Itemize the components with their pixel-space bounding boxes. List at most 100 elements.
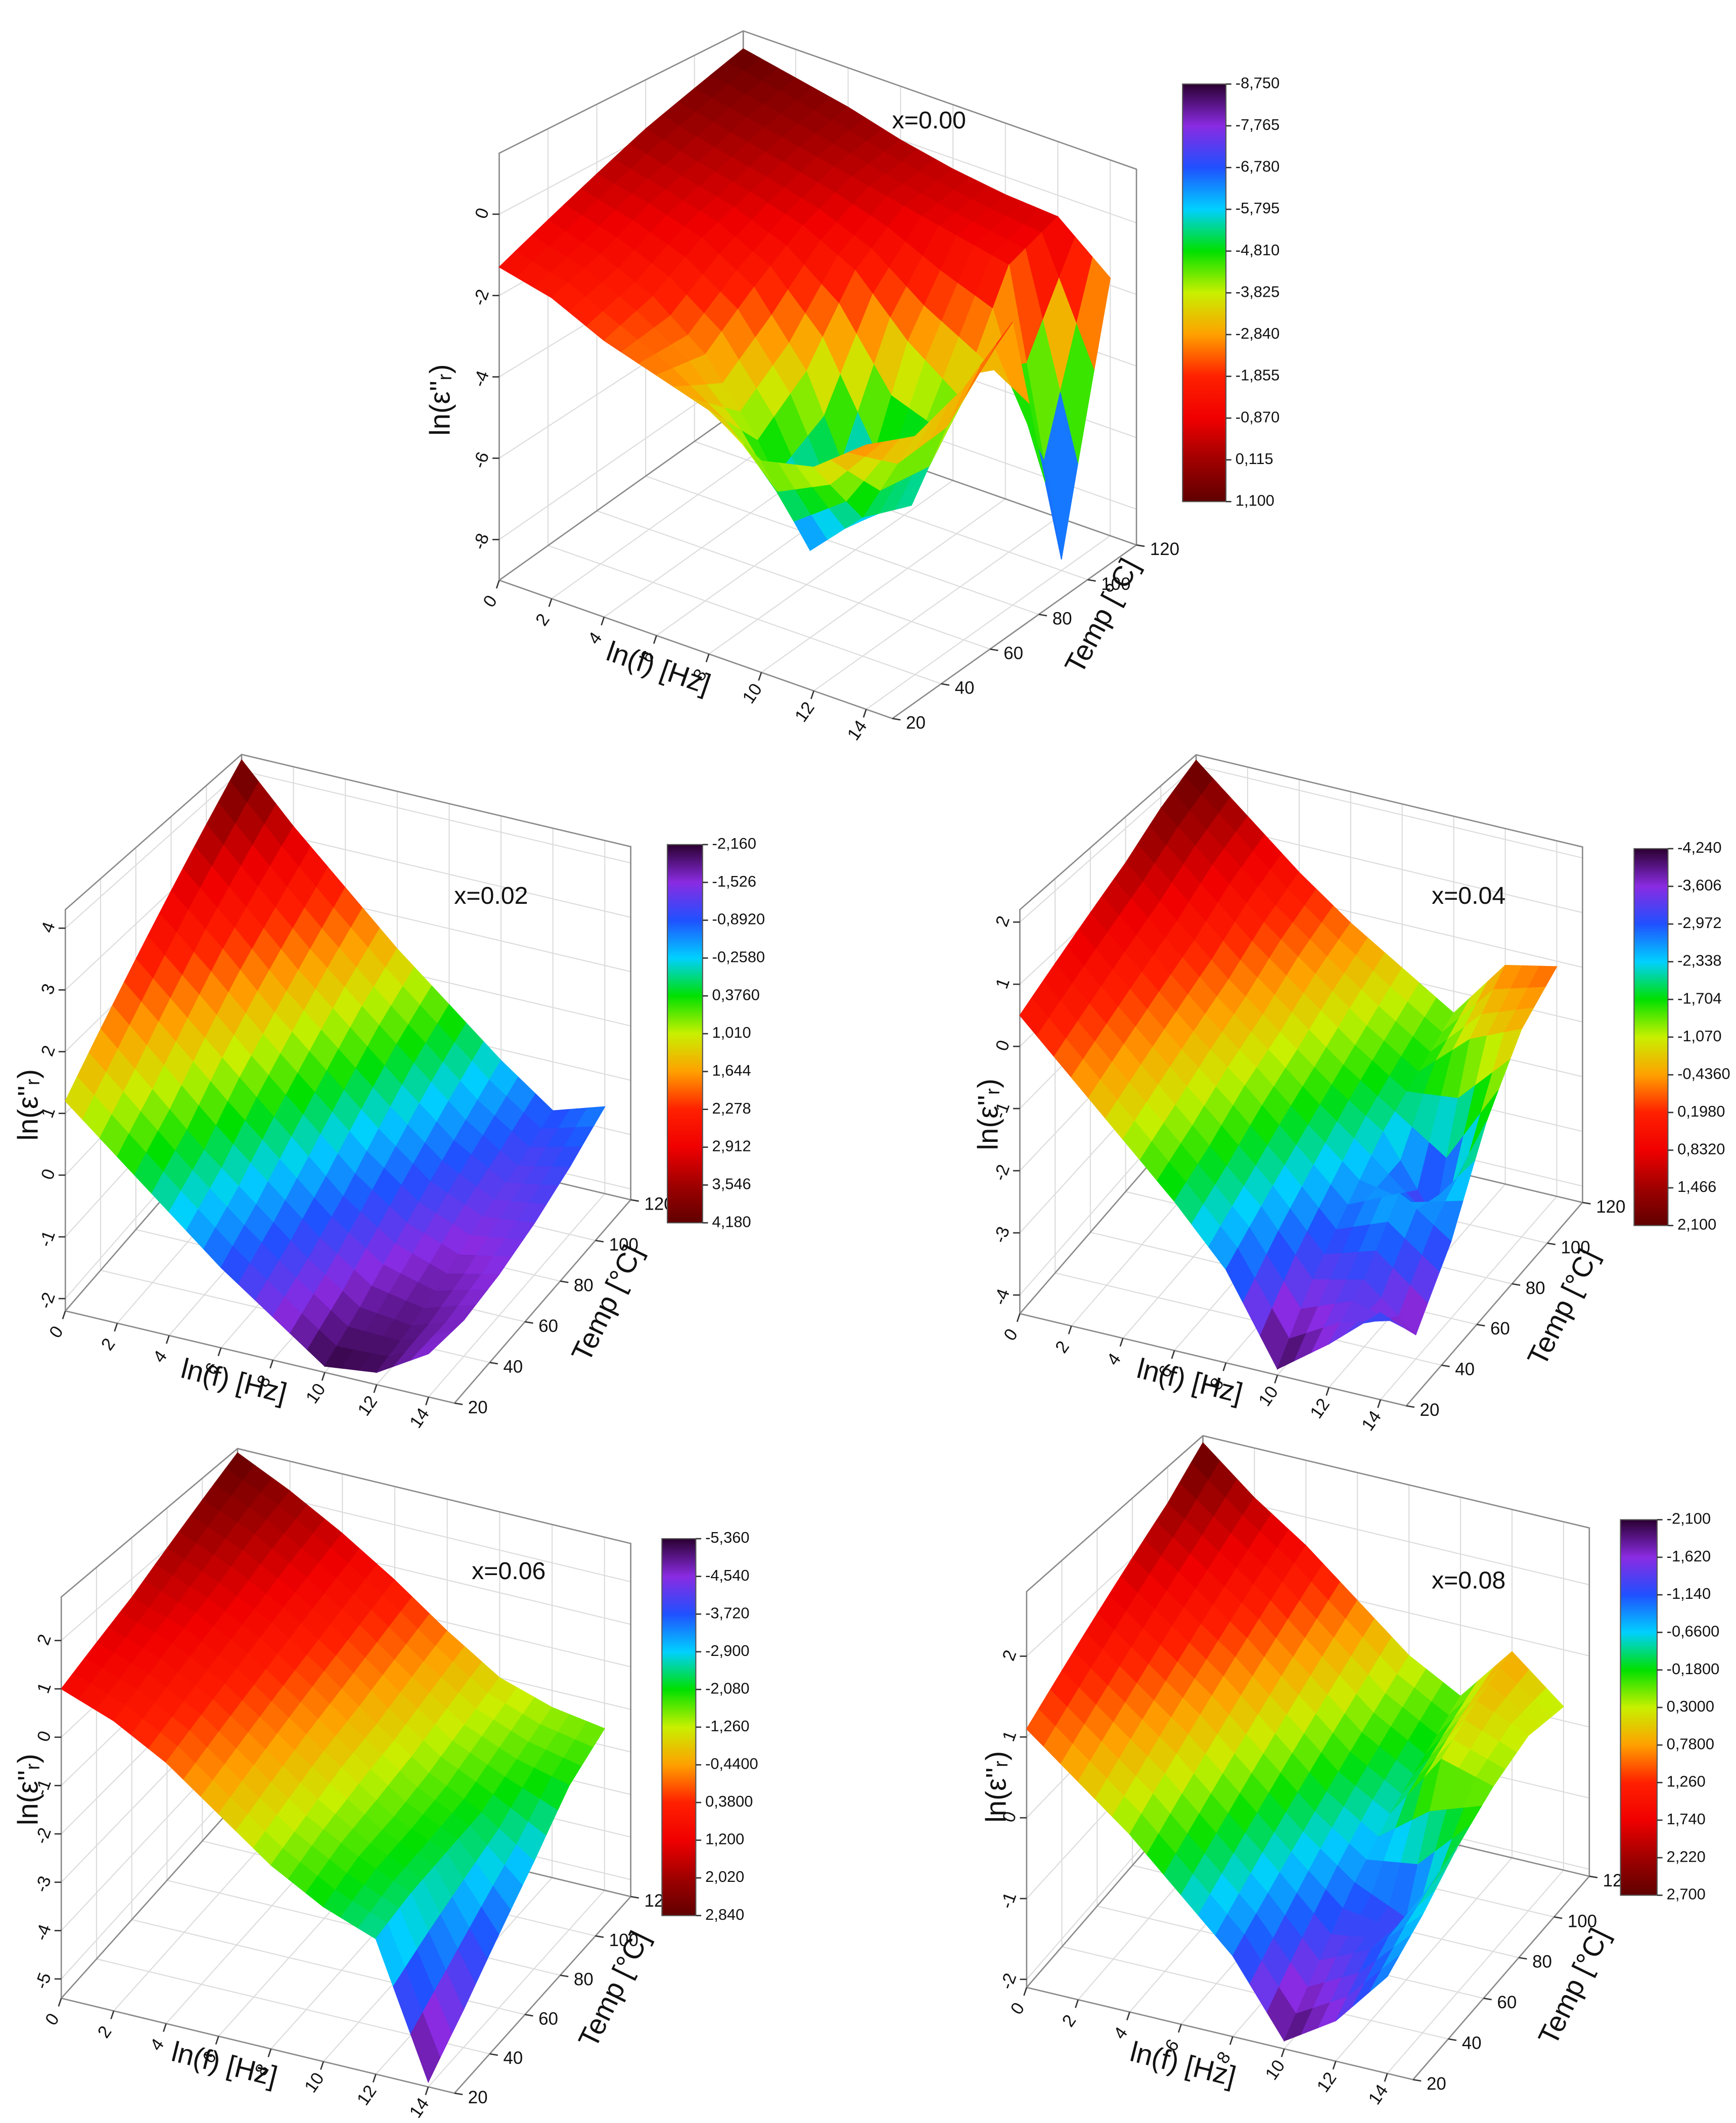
- x-tick: [165, 1335, 170, 1344]
- colorbar-tick-label: -2,338: [1677, 952, 1721, 970]
- x-tick: [320, 2061, 325, 2070]
- x-tick: [215, 2036, 219, 2045]
- colorbar: [661, 1538, 697, 1916]
- colorbar-tick-label: 1,260: [1667, 1773, 1706, 1790]
- y-tick: [525, 2014, 533, 2017]
- z-axis-title: ln(ε''ᵣ): [424, 364, 456, 435]
- x-tick-label: 14: [406, 1404, 433, 1432]
- colorbar-tick-label: -1,070: [1677, 1027, 1721, 1045]
- colorbar-tick-label: -5,360: [705, 1529, 749, 1546]
- colorbar-tick-label: -3,825: [1236, 283, 1280, 300]
- y-axis-title: Temp [°C]: [1521, 1244, 1605, 1370]
- x-tick: [1023, 1987, 1028, 1996]
- y-tick: [454, 2092, 463, 2096]
- colorbar-tick-label: -1,526: [712, 872, 756, 890]
- x-tick-label: 4: [1103, 1350, 1125, 1369]
- x-tick: [862, 709, 867, 718]
- colorbar-tick-label: -2,100: [1667, 1510, 1711, 1528]
- colorbar-tick-label: -7,765: [1236, 116, 1280, 133]
- y-tick: [1136, 544, 1145, 547]
- colorbar-tick-label: -2,972: [1677, 914, 1721, 932]
- colorbar-tick-label: 2,220: [1667, 1848, 1706, 1865]
- annotation: x=0.02: [454, 882, 528, 909]
- x-tick: [1126, 2012, 1130, 2020]
- x-tick-label: 2: [97, 1334, 119, 1354]
- y-tick-label: 80: [1526, 1278, 1545, 1298]
- x-tick-label: 14: [1364, 2081, 1392, 2108]
- z-tick-label: -4: [990, 1286, 1014, 1307]
- colorbar-tick-label: 1,466: [1677, 1178, 1716, 1195]
- y-axis-title: Temp [°C]: [565, 1240, 649, 1366]
- x-tick: [267, 2048, 272, 2057]
- y-tick-label: 100: [1101, 574, 1130, 594]
- x-tick-label: 12: [354, 1392, 381, 1419]
- y-tick-label: 20: [468, 2088, 488, 2107]
- x-tick: [58, 1998, 62, 2007]
- y-tick: [1038, 614, 1047, 617]
- colorbar-tick-label: 1,010: [712, 1024, 751, 1041]
- x-tick: [1222, 1362, 1227, 1371]
- x-axis-title: ln(f) [Hz]: [168, 2036, 281, 2093]
- x-tick: [705, 654, 710, 663]
- x-tick-label: 14: [405, 2094, 433, 2121]
- x-tick: [1281, 2048, 1285, 2057]
- y-tick-label: 40: [955, 678, 975, 698]
- z-tick-label: -3: [990, 1224, 1014, 1245]
- x-tick-label: 0: [1007, 1999, 1028, 2018]
- y-tick: [630, 1199, 639, 1202]
- colorbar-tick-label: 2,100: [1677, 1216, 1716, 1233]
- x-tick: [1068, 1325, 1072, 1334]
- y-tick: [595, 1239, 604, 1243]
- colorbar: [1633, 848, 1669, 1226]
- x-tick-label: 2: [1052, 1337, 1073, 1357]
- x-axis-title: ln(f) [Hz]: [1127, 2036, 1240, 2093]
- y-tick: [892, 718, 901, 721]
- x-tick: [373, 1384, 378, 1393]
- x-tick: [495, 580, 500, 589]
- colorbar-tick-label: 0,1980: [1677, 1102, 1725, 1120]
- x-tick: [548, 598, 553, 607]
- y-tick: [630, 1896, 639, 1899]
- x-tick: [1332, 2061, 1337, 2070]
- x-tick: [1075, 1999, 1079, 2008]
- x-tick: [162, 2023, 167, 2032]
- colorbar-tick-label: -4,540: [705, 1566, 749, 1584]
- colorbar-tick-label: 0,3760: [712, 986, 760, 1003]
- z-tick-label: 2: [33, 1632, 55, 1648]
- colorbar-tick-label: 0,115: [1236, 450, 1273, 468]
- x-tick: [372, 2074, 377, 2083]
- colorbar-tick-label: 2,700: [1667, 1885, 1706, 1903]
- x-tick-label: 0: [41, 2010, 63, 2029]
- z-tick-label: 4: [37, 919, 59, 936]
- annotation: x=0.06: [472, 1557, 545, 1585]
- axis-box: [61, 1896, 631, 2094]
- y-tick: [560, 1974, 569, 1977]
- colorbar-tick-label: -4,810: [1236, 241, 1280, 259]
- x-tick-label: 14: [1358, 1407, 1385, 1435]
- colorbar-tick-label: 1,200: [705, 1830, 744, 1848]
- z-tick-label: 2: [992, 913, 1014, 930]
- colorbar-tick-label: -2,080: [705, 1679, 749, 1697]
- y-tick: [1087, 579, 1096, 582]
- y-tick-label: 80: [1053, 609, 1072, 628]
- y-tick-label: 40: [504, 2048, 523, 2068]
- y-tick-label: 100: [609, 1930, 638, 1950]
- x-tick-label: 10: [1261, 2056, 1289, 2084]
- z-tick-label: -4: [31, 1922, 55, 1943]
- z-tick-label: -2: [469, 287, 493, 308]
- colorbar-tick-label: 3,546: [712, 1175, 751, 1192]
- y-tick: [1441, 1364, 1450, 1367]
- colorbar-tick-label: -1,620: [1667, 1547, 1711, 1565]
- colorbar: [1182, 83, 1227, 502]
- y-tick-label: 20: [906, 713, 926, 732]
- colorbar-tick-label: -3,720: [705, 1604, 749, 1622]
- colorbar-tick-label: 4,180: [712, 1213, 751, 1230]
- y-tick: [1448, 2038, 1457, 2041]
- x-tick: [1326, 1387, 1330, 1396]
- z-tick-label: -2: [35, 1290, 59, 1311]
- x-tick: [1171, 1350, 1175, 1359]
- y-tick: [1554, 1916, 1563, 1919]
- colorbar-tick-label: 2,020: [705, 1868, 744, 1885]
